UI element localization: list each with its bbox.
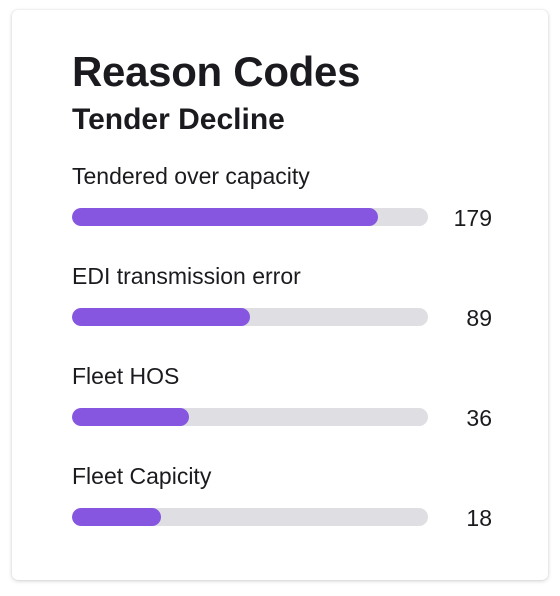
bar-value: 89 [466,305,492,331]
bar-row: Fleet Capicity 18 [72,460,492,560]
bar-fill [72,308,250,326]
bar-label: Fleet HOS [72,363,180,389]
bar-label: Tendered over capacity [72,163,310,189]
card-title: Reason Codes [72,48,361,95]
bar-track [72,308,428,326]
bar-label: Fleet Capicity [72,463,212,489]
bar-row: EDI transmission error 89 [72,260,492,360]
bar-value: 18 [466,505,492,531]
bar-fill [72,508,161,526]
bar-value: 179 [453,205,492,231]
bar-row: Fleet HOS 36 [72,360,492,460]
reason-codes-card: Reason Codes Tender Decline Tendered ove… [12,10,548,580]
card-subtitle: Tender Decline [72,103,285,136]
bar-track [72,208,428,226]
bar-row: Tendered over capacity 179 [72,160,492,260]
bar-track [72,408,428,426]
bar-chart: Tendered over capacity 179 EDI transmiss… [72,160,492,560]
bar-fill [72,208,379,226]
bar-fill [72,408,190,426]
bar-value: 36 [466,405,492,431]
bar-track [72,508,428,526]
bar-label: EDI transmission error [72,263,301,289]
